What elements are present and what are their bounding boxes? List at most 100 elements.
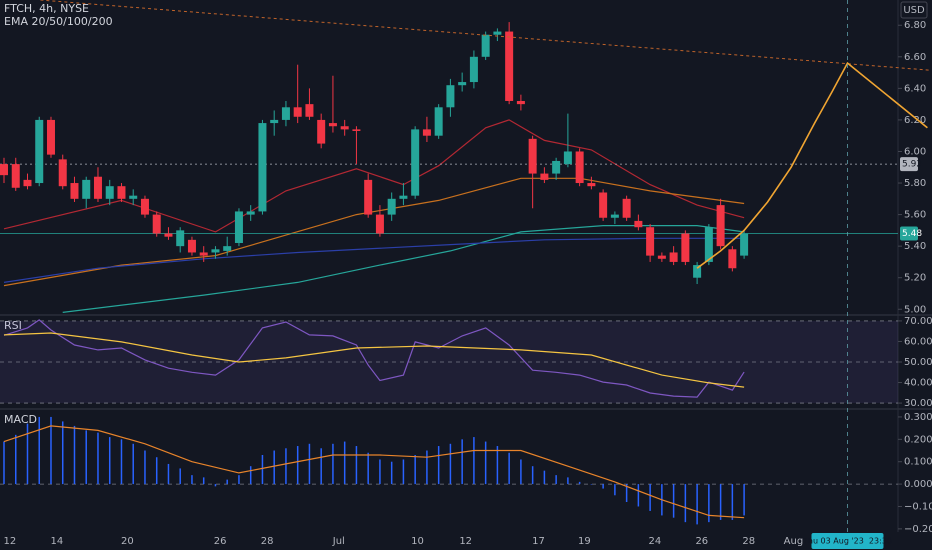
macd-bar: [132, 443, 134, 485]
macd-bar: [473, 437, 475, 485]
candle-body: [23, 179, 32, 187]
candle-body: [270, 119, 279, 124]
price-label-box: [900, 157, 918, 172]
symbol-label[interactable]: FTCH, 4h, NYSE: [4, 2, 89, 15]
y-tick-label: 6.80: [904, 20, 926, 31]
y-tick-label: 40.00: [904, 378, 932, 389]
candle-body: [70, 183, 79, 199]
macd-bar: [367, 452, 369, 485]
candle-body: [469, 56, 478, 83]
macd-bar: [108, 437, 111, 485]
panel-title: MACD: [4, 413, 37, 426]
macd-bar: [578, 481, 581, 485]
ema-line: [3, 237, 745, 283]
x-tick-label: 12: [4, 536, 17, 547]
candle-body: [140, 198, 149, 215]
candle-body: [281, 107, 290, 120]
candle-body: [646, 227, 655, 256]
macd-bar: [496, 446, 499, 485]
x-tick-label: 14: [50, 536, 63, 547]
macd-bar: [308, 443, 311, 485]
macd-bar: [402, 459, 405, 485]
candle-body: [622, 198, 631, 218]
macd-bar: [167, 463, 170, 485]
projection-path: [696, 61, 928, 269]
candle-body: [0, 164, 8, 176]
macd-bar: [426, 450, 428, 485]
macd-bar: [355, 446, 358, 485]
candle-body: [599, 192, 608, 218]
candle-body: [516, 100, 525, 105]
macd-bar: [238, 475, 240, 485]
macd-bar: [296, 446, 299, 485]
currency-box[interactable]: [900, 1, 928, 19]
x-tick-label: Aug: [784, 536, 804, 547]
x-tick-label: 12: [459, 536, 472, 547]
candle-body: [434, 107, 443, 136]
rsi-line: [3, 319, 745, 398]
y-tick-label: 30.00: [904, 398, 932, 409]
candle-body: [552, 160, 561, 174]
macd-bar: [50, 416, 52, 485]
trend-line: [40, 0, 930, 71]
candle-body: [35, 119, 44, 184]
candle-body: [669, 252, 678, 262]
candle-body: [411, 129, 420, 196]
currency-label[interactable]: USD: [903, 5, 925, 16]
macd-bar: [590, 484, 593, 485]
candle-body: [176, 230, 185, 247]
y-tick-label: 70.00: [904, 316, 932, 327]
macd-bar: [567, 477, 569, 485]
candle-body: [704, 227, 713, 262]
candle-body: [375, 214, 384, 234]
candle-body: [317, 119, 326, 144]
macd-bar: [38, 416, 40, 485]
macd-bar: [625, 484, 628, 503]
y-tick-label: 6.40: [904, 83, 926, 94]
macd-bar: [226, 479, 228, 485]
candle-body: [117, 186, 126, 199]
y-tick-label: 6.60: [904, 52, 926, 63]
macd-bar: [696, 484, 698, 525]
candle-body: [505, 31, 514, 101]
candle-body: [293, 107, 302, 117]
x-tick-label: 24: [648, 536, 661, 547]
candle-body: [164, 233, 173, 237]
y-tick-label: 5.60: [904, 210, 926, 221]
macd-bar: [14, 434, 17, 485]
candle-body: [105, 186, 114, 199]
macd-bar: [144, 450, 146, 485]
macd-bar: [379, 459, 381, 485]
macd-bar: [320, 448, 322, 485]
x-tick-label: 26: [695, 536, 708, 547]
panel-title: RSI: [4, 319, 22, 332]
macd-bar: [343, 441, 346, 485]
candle-body: [152, 214, 161, 234]
candle-body: [11, 164, 20, 188]
x-tick-label: 20: [121, 536, 134, 547]
rsi-line: [3, 332, 745, 388]
macd-bar: [708, 484, 710, 523]
x-tick-label: 26: [214, 536, 227, 547]
indicator-label[interactable]: EMA 20/50/100/200: [4, 15, 113, 28]
candle-body: [234, 211, 243, 243]
macd-bar: [543, 470, 546, 485]
candle-body: [493, 31, 502, 35]
y-tick-label: 6.00: [904, 146, 926, 157]
candle-body: [740, 233, 749, 256]
candle-body: [387, 198, 396, 215]
candle-body: [458, 82, 467, 86]
macd-bar: [449, 443, 452, 485]
macd-bar: [179, 468, 181, 485]
candle-body: [446, 85, 455, 108]
x-tick-label: 17: [532, 536, 545, 547]
macd-bar: [332, 443, 334, 485]
candle-body: [199, 252, 208, 256]
macd-bar: [97, 432, 99, 485]
y-tick-label: 0.0000: [904, 479, 932, 490]
candle-body: [657, 255, 666, 259]
cursor-label-box: [811, 533, 884, 549]
candle-body: [305, 104, 314, 117]
macd-bar: [61, 421, 64, 485]
